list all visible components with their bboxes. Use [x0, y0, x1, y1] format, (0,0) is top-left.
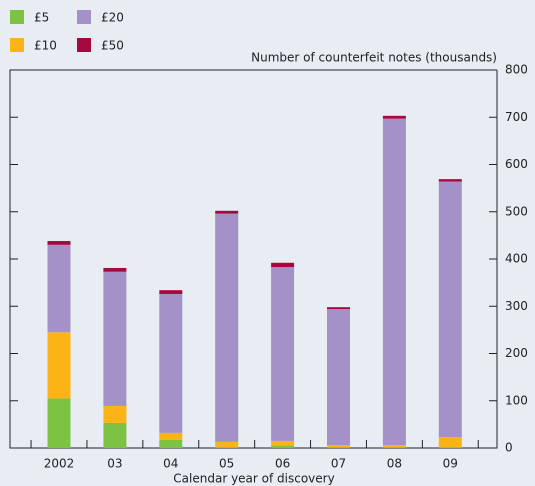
bar-segment [271, 445, 295, 448]
legend-swatch [10, 38, 24, 52]
bar-segment [271, 267, 295, 441]
bar-segment [215, 441, 239, 448]
x-tick-label: 2002 [44, 457, 75, 471]
legend-swatch [77, 10, 91, 24]
y-tick-label: 700 [505, 110, 528, 124]
bar-segment [103, 422, 127, 448]
x-tick-label: 06 [275, 457, 290, 471]
x-tick-label: 07 [331, 457, 346, 471]
y-tick-label: 600 [505, 157, 528, 171]
legend-label: £10 [34, 39, 57, 53]
bar-segment [438, 437, 462, 448]
x-tick-label: 04 [163, 457, 178, 471]
bar-segment [382, 445, 406, 448]
legend-label: £50 [101, 39, 124, 53]
bar-segment [327, 309, 350, 446]
legend-label: £20 [101, 11, 124, 25]
bar-segment [438, 181, 462, 438]
plot-frame [9, 69, 498, 449]
bar-segment [47, 332, 71, 399]
bar-segment [159, 290, 183, 294]
bar-segment [103, 267, 127, 272]
y-tick-label: 800 [505, 63, 528, 77]
bar-segment [103, 271, 127, 406]
bar-segment [159, 432, 183, 440]
x-tick-label: 05 [219, 457, 234, 471]
bar-segment [159, 293, 183, 433]
legend-swatch [77, 38, 91, 52]
y-tick-label: 500 [505, 204, 528, 218]
bar-segment [215, 210, 239, 214]
y-tick-label: 400 [505, 252, 528, 266]
bar-segment [47, 244, 71, 333]
x-tick-label: 09 [443, 457, 458, 471]
y-axis-label: Number of counterfeit notes (thousands) [251, 51, 497, 65]
y-tick-label: 200 [505, 346, 528, 360]
bar-segment [47, 398, 71, 448]
bar-segment [47, 241, 71, 245]
bar-segment [271, 262, 295, 268]
y-tick-label: 300 [505, 299, 528, 313]
y-tick-label: 0 [505, 441, 513, 455]
bar-segment [103, 405, 127, 423]
x-tick-label: 08 [387, 457, 402, 471]
bar-segment [327, 307, 350, 310]
bar-segment [159, 439, 183, 448]
bar-segment [327, 445, 350, 448]
x-tick-label: 03 [107, 457, 122, 471]
y-tick-label: 100 [505, 393, 528, 407]
bar-segment [438, 179, 462, 182]
bar-segment [382, 115, 406, 119]
legend-swatch [10, 10, 24, 24]
bar-segment [271, 440, 295, 446]
x-axis-label: Calendar year of discovery [173, 472, 334, 486]
legend-label: £5 [34, 11, 49, 25]
bar-segment [382, 118, 406, 446]
bar-segment [215, 213, 239, 442]
